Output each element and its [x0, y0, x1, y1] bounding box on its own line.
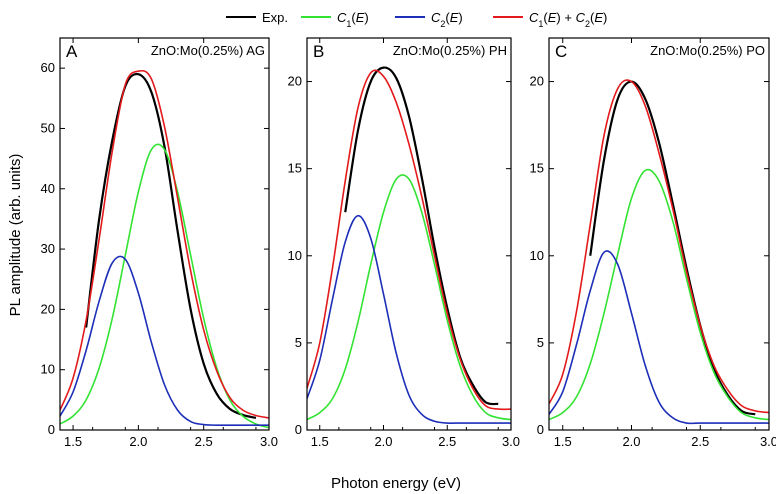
x-tick-label: 2.5 — [691, 434, 709, 449]
legend-label-c1-e-c2-e: C1(E) + C2(E) — [529, 10, 607, 29]
y-tick-label: 15 — [530, 161, 544, 176]
y-tick-label: 0 — [537, 422, 544, 437]
series-line-c1-e-c2-e — [60, 69, 269, 419]
y-tick-label: 20 — [530, 74, 544, 89]
y-tick-label: 0 — [48, 422, 55, 437]
x-tick-label: 2.0 — [622, 434, 640, 449]
panel-letter: C — [555, 42, 567, 61]
y-tick-label: 0 — [295, 422, 302, 437]
x-tick-label: 1.5 — [64, 434, 82, 449]
legend-label-c1-e: C1(E) — [337, 10, 369, 29]
series-line-c1-e-c2-e — [307, 69, 511, 411]
plot-frame — [306, 37, 512, 431]
plot-frame — [59, 37, 270, 431]
series-line-c1-e — [307, 174, 511, 421]
panel-letter: B — [313, 42, 324, 61]
series-line-exp — [589, 80, 756, 416]
y-tick-label: 5 — [295, 335, 302, 350]
x-tick-label: 2.5 — [195, 434, 213, 449]
legend-label-exp: Exp. — [262, 10, 288, 25]
series-line-c2-e — [307, 214, 511, 424]
series-line-c2-e — [549, 250, 769, 425]
legend-label-c2-e: C2(E) — [431, 10, 463, 29]
x-tick-label: 2.0 — [374, 434, 392, 449]
panel-c: 1.5 2.0 2.5 3.0 0 5 10 15 20 C ZnO:Mo(0.25%) PO — [530, 37, 776, 449]
y-tick-label: 20 — [41, 301, 55, 316]
panel-b: 1.5 2.0 2.5 3.0 0 5 10 15 20 B ZnO:Mo(0.25%) PH — [288, 37, 520, 449]
series-line-c1-e — [60, 143, 269, 429]
x-tick-label: 3.0 — [502, 434, 520, 449]
series-line-exp — [344, 66, 499, 406]
series-line-exp — [85, 72, 257, 420]
y-tick-label: 30 — [41, 241, 55, 256]
y-tick-label: 10 — [288, 248, 302, 263]
legend: Exp. C1(E) C2(E) C1(E) + C2(E) — [226, 10, 607, 29]
panel-a: 1.5 2.0 2.5 3.0 0 10 20 30 40 50 60 A ZnO:Mo(0.25%) … — [41, 37, 278, 449]
panel-title: ZnO:Mo(0.25%) PO — [650, 43, 765, 58]
x-tick-label: 1.5 — [311, 434, 329, 449]
x-tick-label: 3.0 — [260, 434, 278, 449]
x-tick-label: 2.0 — [129, 434, 147, 449]
x-tick-label: 2.5 — [438, 434, 456, 449]
panel-letter: A — [66, 42, 78, 61]
x-tick-label: 3.0 — [760, 434, 776, 449]
y-tick-label: 5 — [537, 335, 544, 350]
y-tick-label: 40 — [41, 181, 55, 196]
y-tick-label: 10 — [41, 362, 55, 377]
plot-frame — [548, 37, 770, 431]
y-tick-label: 60 — [41, 60, 55, 75]
y-tick-label: 50 — [41, 120, 55, 135]
x-tick-label: 1.5 — [554, 434, 572, 449]
y-tick-label: 10 — [530, 248, 544, 263]
y-tick-label: 15 — [288, 161, 302, 176]
y-tick-label: 20 — [288, 74, 302, 89]
series-line-c2-e — [60, 255, 269, 427]
series-line-c1-e — [549, 168, 769, 421]
panel-title: ZnO:Mo(0.25%) AG — [151, 43, 265, 58]
series-line-c1-e-c2-e — [549, 79, 769, 414]
y-axis-label: PL amplitude (arb. units) — [7, 154, 24, 317]
x-axis-label: Photon energy (eV) — [331, 475, 461, 492]
panel-title: ZnO:Mo(0.25%) PH — [393, 43, 507, 58]
